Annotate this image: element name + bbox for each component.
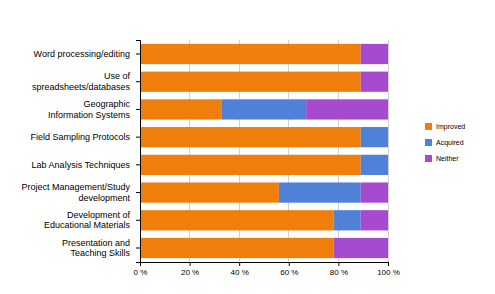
bar xyxy=(361,182,388,202)
bar xyxy=(140,99,222,119)
legend-swatch xyxy=(425,123,432,130)
y-tick: Development ofEducational Materials xyxy=(44,210,140,230)
x-tick-label: 80 % xyxy=(330,268,348,277)
legend-label: Improved xyxy=(436,123,465,131)
bar xyxy=(333,238,388,258)
bar xyxy=(361,44,388,64)
legend-label: Acquired xyxy=(436,139,464,147)
x-tick-label: 20 % xyxy=(181,268,199,277)
x-tick-mark xyxy=(239,262,240,266)
x-tick-mark xyxy=(338,262,339,266)
y-tick-label: Presentation andTeaching Skills xyxy=(62,238,131,258)
y-tick-label: Lab Analysis Techniques xyxy=(32,160,131,170)
x-tick: 60 % xyxy=(280,262,298,277)
y-tick-mark xyxy=(136,220,140,221)
x-tick-mark xyxy=(289,262,290,266)
series xyxy=(306,44,388,258)
bar xyxy=(140,210,333,230)
chart: 0 % 20 % 40 % 60 % 80 % 100 % Word processing/… xyxy=(0,0,495,294)
legend-item: Acquired xyxy=(425,139,464,147)
y-tick-label: Project Management/Studydevelopment xyxy=(21,182,130,202)
y-tick: Presentation andTeaching Skills xyxy=(62,238,140,258)
grid xyxy=(140,40,388,262)
y-tick: Lab Analysis Techniques xyxy=(32,160,140,170)
series xyxy=(222,99,388,230)
bar xyxy=(361,155,388,175)
y-tick-mark xyxy=(136,248,140,249)
y-tick-mark xyxy=(136,53,140,54)
y-tick: GeographicInformation Systems xyxy=(48,99,140,119)
y-tick-mark xyxy=(136,81,140,82)
bar xyxy=(140,72,361,92)
y-tick: Use ofspreadsheets/databases xyxy=(32,71,140,91)
bar xyxy=(306,99,388,119)
x-tick: 40 % xyxy=(231,262,249,277)
y-tick-label: Word processing/editing xyxy=(34,49,130,59)
x-tick-label: 0 % xyxy=(134,268,148,277)
legend-swatch xyxy=(425,139,432,146)
y-tick-label: Field Sampling Protocols xyxy=(30,132,130,142)
x-tick: 80 % xyxy=(330,262,348,277)
bar xyxy=(361,72,388,92)
legend: Improved Acquired Neither xyxy=(425,123,465,162)
y-tick-mark xyxy=(136,109,140,110)
plot: 0 % 20 % 40 % 60 % 80 % 100 % Word processing/… xyxy=(21,40,399,277)
x-tick: 0 % xyxy=(134,262,148,277)
y-axis-line xyxy=(136,41,141,263)
x-tick: 20 % xyxy=(181,262,199,277)
legend-label: Neither xyxy=(436,155,459,162)
x-tick-label: 40 % xyxy=(231,268,249,277)
x-tick: 100 % xyxy=(377,262,400,277)
y-tick-mark xyxy=(136,192,140,193)
bar xyxy=(222,99,306,119)
bar xyxy=(333,210,360,230)
bar xyxy=(140,182,279,202)
y-tick-label: Use ofspreadsheets/databases xyxy=(32,71,131,91)
y-axis: Word processing/editing Use ofspreadsheet… xyxy=(21,41,140,263)
y-tick-label: GeographicInformation Systems xyxy=(48,99,131,119)
x-axis-line xyxy=(141,263,389,267)
series xyxy=(140,44,361,258)
bar xyxy=(140,127,361,147)
x-tick-mark xyxy=(190,262,191,266)
legend-item: Neither xyxy=(425,155,459,162)
bar xyxy=(140,44,361,64)
bar xyxy=(140,155,361,175)
y-tick-label: Development ofEducational Materials xyxy=(44,210,131,230)
x-axis: 0 % 20 % 40 % 60 % 80 % 100 % xyxy=(134,262,400,277)
bar xyxy=(388,155,389,175)
bar xyxy=(361,210,388,230)
legend-item: Improved xyxy=(425,123,465,131)
bar xyxy=(279,182,361,202)
bar xyxy=(140,238,333,258)
bar xyxy=(388,127,389,147)
x-tick-label: 100 % xyxy=(377,268,400,277)
y-tick-mark xyxy=(136,137,140,138)
bars xyxy=(140,44,388,258)
y-tick: Project Management/Studydevelopment xyxy=(21,182,140,202)
y-tick-mark xyxy=(136,164,140,165)
y-tick: Field Sampling Protocols xyxy=(30,132,140,142)
x-tick-label: 60 % xyxy=(280,268,298,277)
bar xyxy=(361,127,388,147)
x-tick-mark xyxy=(388,262,389,266)
legend-swatch xyxy=(425,155,432,162)
y-tick: Word processing/editing xyxy=(34,49,140,59)
